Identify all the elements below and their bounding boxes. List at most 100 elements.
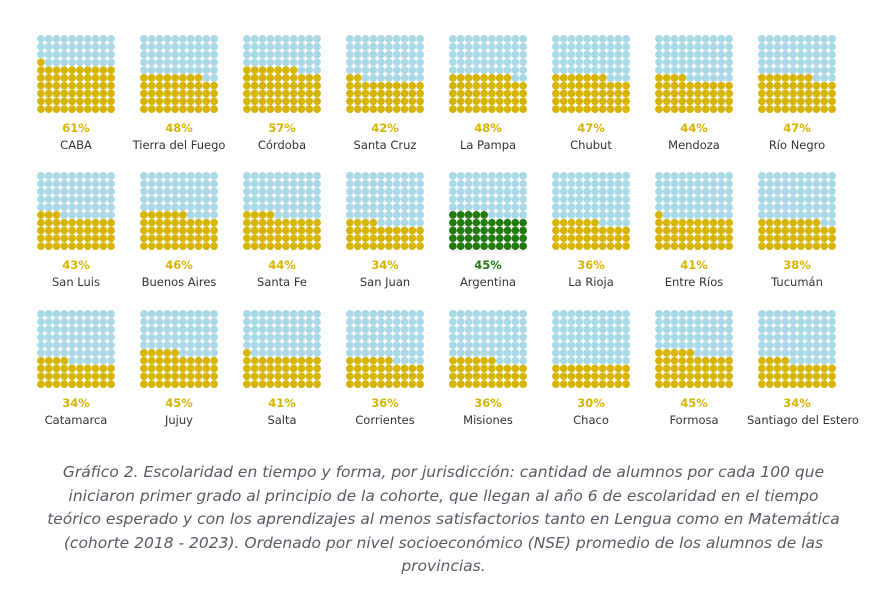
waffle-dot-empty (765, 195, 774, 204)
waffle-dot-empty (709, 42, 718, 51)
waffle-dot-empty (583, 187, 591, 196)
waffle-dot-empty (289, 58, 298, 67)
waffle-dot-filled (140, 211, 148, 219)
waffle-dot-filled (678, 349, 687, 357)
waffle-dot-empty (140, 42, 148, 51)
waffle-dot-empty (567, 341, 576, 349)
waffle-dot-empty (495, 195, 504, 204)
waffle-dot-filled (773, 89, 782, 98)
waffle-dot-empty (91, 317, 100, 326)
waffle-dot-filled (289, 74, 298, 82)
waffle-dot-empty (797, 172, 805, 180)
waffle-dot-filled (179, 211, 187, 219)
waffle-dot-empty (480, 325, 488, 334)
waffle-dot-empty (472, 317, 481, 326)
waffle-dot-empty (622, 195, 630, 204)
waffle-dot-empty (140, 179, 148, 188)
waffle-dot-empty (662, 179, 671, 188)
waffle-dot-empty (519, 349, 527, 357)
waffle-dot-filled (163, 105, 172, 113)
waffle-dot-empty (552, 333, 560, 342)
waffle-dot-empty (313, 349, 321, 357)
waffle-dot-empty (369, 203, 378, 211)
waffle-dot-empty (155, 172, 164, 180)
waffle-dot-filled (44, 105, 53, 113)
waffle-dot-empty (591, 310, 599, 318)
waffle-dot-filled (385, 234, 393, 243)
waffle-dot-empty (717, 203, 726, 211)
waffle-dot-empty (107, 179, 115, 188)
waffle-dot-empty (186, 211, 195, 219)
waffle-dot-empty (812, 172, 821, 180)
waffle-dot-empty (812, 317, 821, 326)
waffle-dot-empty (662, 187, 671, 196)
waffle-dot-filled (60, 74, 69, 82)
waffle-dot-filled (313, 242, 321, 250)
waffle-dot-filled (449, 242, 457, 250)
waffle-dot-filled (155, 226, 164, 235)
waffle-dot-filled (655, 372, 663, 381)
waffle-dot-filled (289, 364, 298, 373)
waffle-dot-filled (828, 364, 836, 373)
jurisdiction-label: San Juan (359, 275, 411, 289)
waffle-dot-empty (606, 349, 615, 357)
waffle-dot-empty (552, 203, 560, 211)
waffle-dot-filled (598, 105, 607, 113)
waffle-dot-empty (274, 179, 282, 188)
waffle-dot-filled (662, 356, 671, 365)
waffle-dot-filled (678, 97, 687, 106)
waffle-dot-empty (694, 50, 702, 59)
waffle-dot-empty (812, 333, 821, 342)
waffle-dot-filled (258, 105, 267, 113)
waffle-dot-empty (519, 66, 527, 74)
waffle-dot-empty (495, 58, 504, 67)
waffle-dot-empty (258, 187, 267, 196)
waffle-dot-filled (773, 74, 782, 82)
value-label: 38% (783, 258, 811, 272)
waffle-dot-filled (258, 356, 267, 365)
waffle-dot-filled (655, 97, 663, 106)
waffle-dot-filled (797, 364, 805, 373)
waffle-dot-empty (662, 66, 671, 74)
waffle-dot-empty (416, 42, 424, 51)
waffle-dot-filled (140, 81, 148, 90)
waffle-dot-filled (353, 364, 362, 373)
waffle-dot-empty (472, 203, 481, 211)
waffle-dot-filled (464, 81, 473, 90)
waffle-dot-empty (243, 50, 251, 59)
waffle-dot-filled (186, 89, 195, 98)
waffle-dot-filled (266, 372, 275, 381)
waffle-dot-filled (765, 364, 774, 373)
waffle-dot-empty (99, 58, 108, 67)
waffle-dot-filled (606, 97, 615, 106)
waffle-dot-empty (140, 195, 148, 204)
waffle-dot-filled (99, 97, 108, 106)
waffle-dot-empty (107, 356, 115, 365)
waffle-dot-filled (289, 218, 298, 227)
waffle-dot-filled (258, 380, 267, 388)
waffle-dot-empty (305, 58, 314, 67)
waffle-dot-empty (820, 172, 829, 180)
waffle-dot-filled (804, 372, 813, 381)
waffle-dot-filled (44, 364, 53, 373)
waffle-dot-empty (140, 310, 148, 318)
waffle-dot-empty (820, 356, 829, 365)
waffle-dot-filled (456, 356, 465, 365)
waffle-dot-filled (250, 234, 259, 243)
waffle-dot-empty (297, 35, 306, 43)
waffle-dot-filled (416, 234, 424, 243)
waffle-dot-empty (60, 179, 69, 188)
waffle-dot-empty (377, 203, 385, 211)
waffle-dot-empty (202, 349, 211, 357)
waffle-dot-filled (400, 89, 409, 98)
waffle-dot-empty (789, 317, 797, 326)
waffle-dot-empty (416, 179, 424, 188)
waffle-dot-filled (717, 218, 726, 227)
waffle-dot-filled (369, 372, 378, 381)
waffle-dot-empty (519, 333, 527, 342)
waffle-dot-empty (91, 333, 100, 342)
waffle-dot-empty (76, 42, 84, 51)
waffle-dot-empty (346, 195, 354, 204)
waffle-dot-empty (662, 195, 671, 204)
waffle-dot-empty (76, 333, 84, 342)
